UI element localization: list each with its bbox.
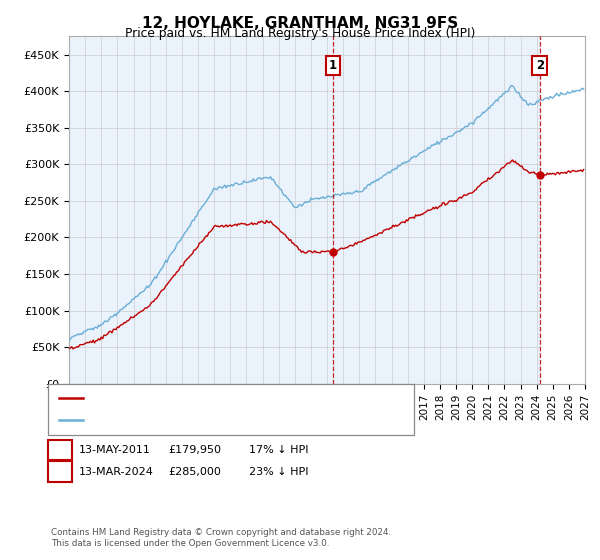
12, HOYLAKE, GRANTHAM, NG31 9FS (detached house) — [512, 158, 519, 165]
HPI: Average price, detached house, South Kesteven: (2.02e+03, 4.08e+05): Average price, detached house, South Kes… — [508, 82, 515, 89]
12, HOYLAKE, GRANTHAM, NG31 9FS (detached house) — [70, 346, 77, 352]
Text: 1: 1 — [329, 59, 337, 72]
Text: 13-MAR-2024: 13-MAR-2024 — [79, 466, 154, 477]
12, HOYLAKE, GRANTHAM, NG31 9FS (detached house) — [509, 157, 516, 164]
HPI: Average price, detached house, South Kesteven: (2e+03, 5.85e+04): Average price, detached house, South Kes… — [65, 338, 73, 344]
Text: 17% ↓ HPI: 17% ↓ HPI — [249, 445, 308, 455]
12, HOYLAKE, GRANTHAM, NG31 9FS (detached house) — [434, 206, 441, 212]
Text: Price paid vs. HM Land Registry's House Price Index (HPI): Price paid vs. HM Land Registry's House … — [125, 27, 475, 40]
Text: £179,950: £179,950 — [168, 445, 221, 455]
Text: HPI: Average price, detached house, South Kesteven: HPI: Average price, detached house, Sout… — [88, 415, 367, 425]
HPI: Average price, detached house, South Kesteven: (2.02e+03, 4.06e+05): Average price, detached house, South Kes… — [510, 83, 517, 90]
Text: 12, HOYLAKE, GRANTHAM, NG31 9FS (detached house): 12, HOYLAKE, GRANTHAM, NG31 9FS (detache… — [88, 393, 379, 403]
HPI: Average price, detached house, South Kesteven: (2e+03, 8.1e+04): Average price, detached house, South Kes… — [99, 321, 106, 328]
Text: 13-MAY-2011: 13-MAY-2011 — [79, 445, 151, 455]
Bar — [540, 36, 585, 384]
Text: 2: 2 — [56, 466, 64, 477]
HPI: Average price, detached house, South Kesteven: (2.03e+03, 4.03e+05): Average price, detached house, South Kes… — [577, 86, 584, 93]
HPI: Average price, detached house, South Kesteven: (2.01e+03, 2.56e+05): Average price, detached house, South Kes… — [330, 193, 337, 200]
12, HOYLAKE, GRANTHAM, NG31 9FS (detached house) — [331, 248, 338, 255]
HPI: Average price, detached house, South Kesteven: (2.02e+03, 3.27e+05): Average price, detached house, South Kes… — [432, 141, 439, 148]
Text: Contains HM Land Registry data © Crown copyright and database right 2024.
This d: Contains HM Land Registry data © Crown c… — [51, 528, 391, 548]
Line: 12, HOYLAKE, GRANTHAM, NG31 9FS (detached house): 12, HOYLAKE, GRANTHAM, NG31 9FS (detache… — [69, 160, 584, 349]
12, HOYLAKE, GRANTHAM, NG31 9FS (detached house) — [100, 332, 107, 339]
12, HOYLAKE, GRANTHAM, NG31 9FS (detached house) — [580, 166, 587, 173]
HPI: Average price, detached house, South Kesteven: (2.03e+03, 4.02e+05): Average price, detached house, South Kes… — [580, 86, 587, 93]
12, HOYLAKE, GRANTHAM, NG31 9FS (detached house) — [84, 339, 91, 346]
Text: 2: 2 — [536, 59, 544, 72]
12, HOYLAKE, GRANTHAM, NG31 9FS (detached house) — [579, 168, 586, 175]
Text: 1: 1 — [56, 445, 64, 455]
Line: HPI: Average price, detached house, South Kesteven: HPI: Average price, detached house, Sout… — [69, 86, 584, 341]
Bar — [540, 36, 585, 384]
Text: £285,000: £285,000 — [168, 466, 221, 477]
Text: 23% ↓ HPI: 23% ↓ HPI — [249, 466, 308, 477]
12, HOYLAKE, GRANTHAM, NG31 9FS (detached house) — [65, 346, 73, 352]
HPI: Average price, detached house, South Kesteven: (2e+03, 7.24e+04): Average price, detached house, South Kes… — [83, 328, 90, 334]
Text: 12, HOYLAKE, GRANTHAM, NG31 9FS: 12, HOYLAKE, GRANTHAM, NG31 9FS — [142, 16, 458, 31]
